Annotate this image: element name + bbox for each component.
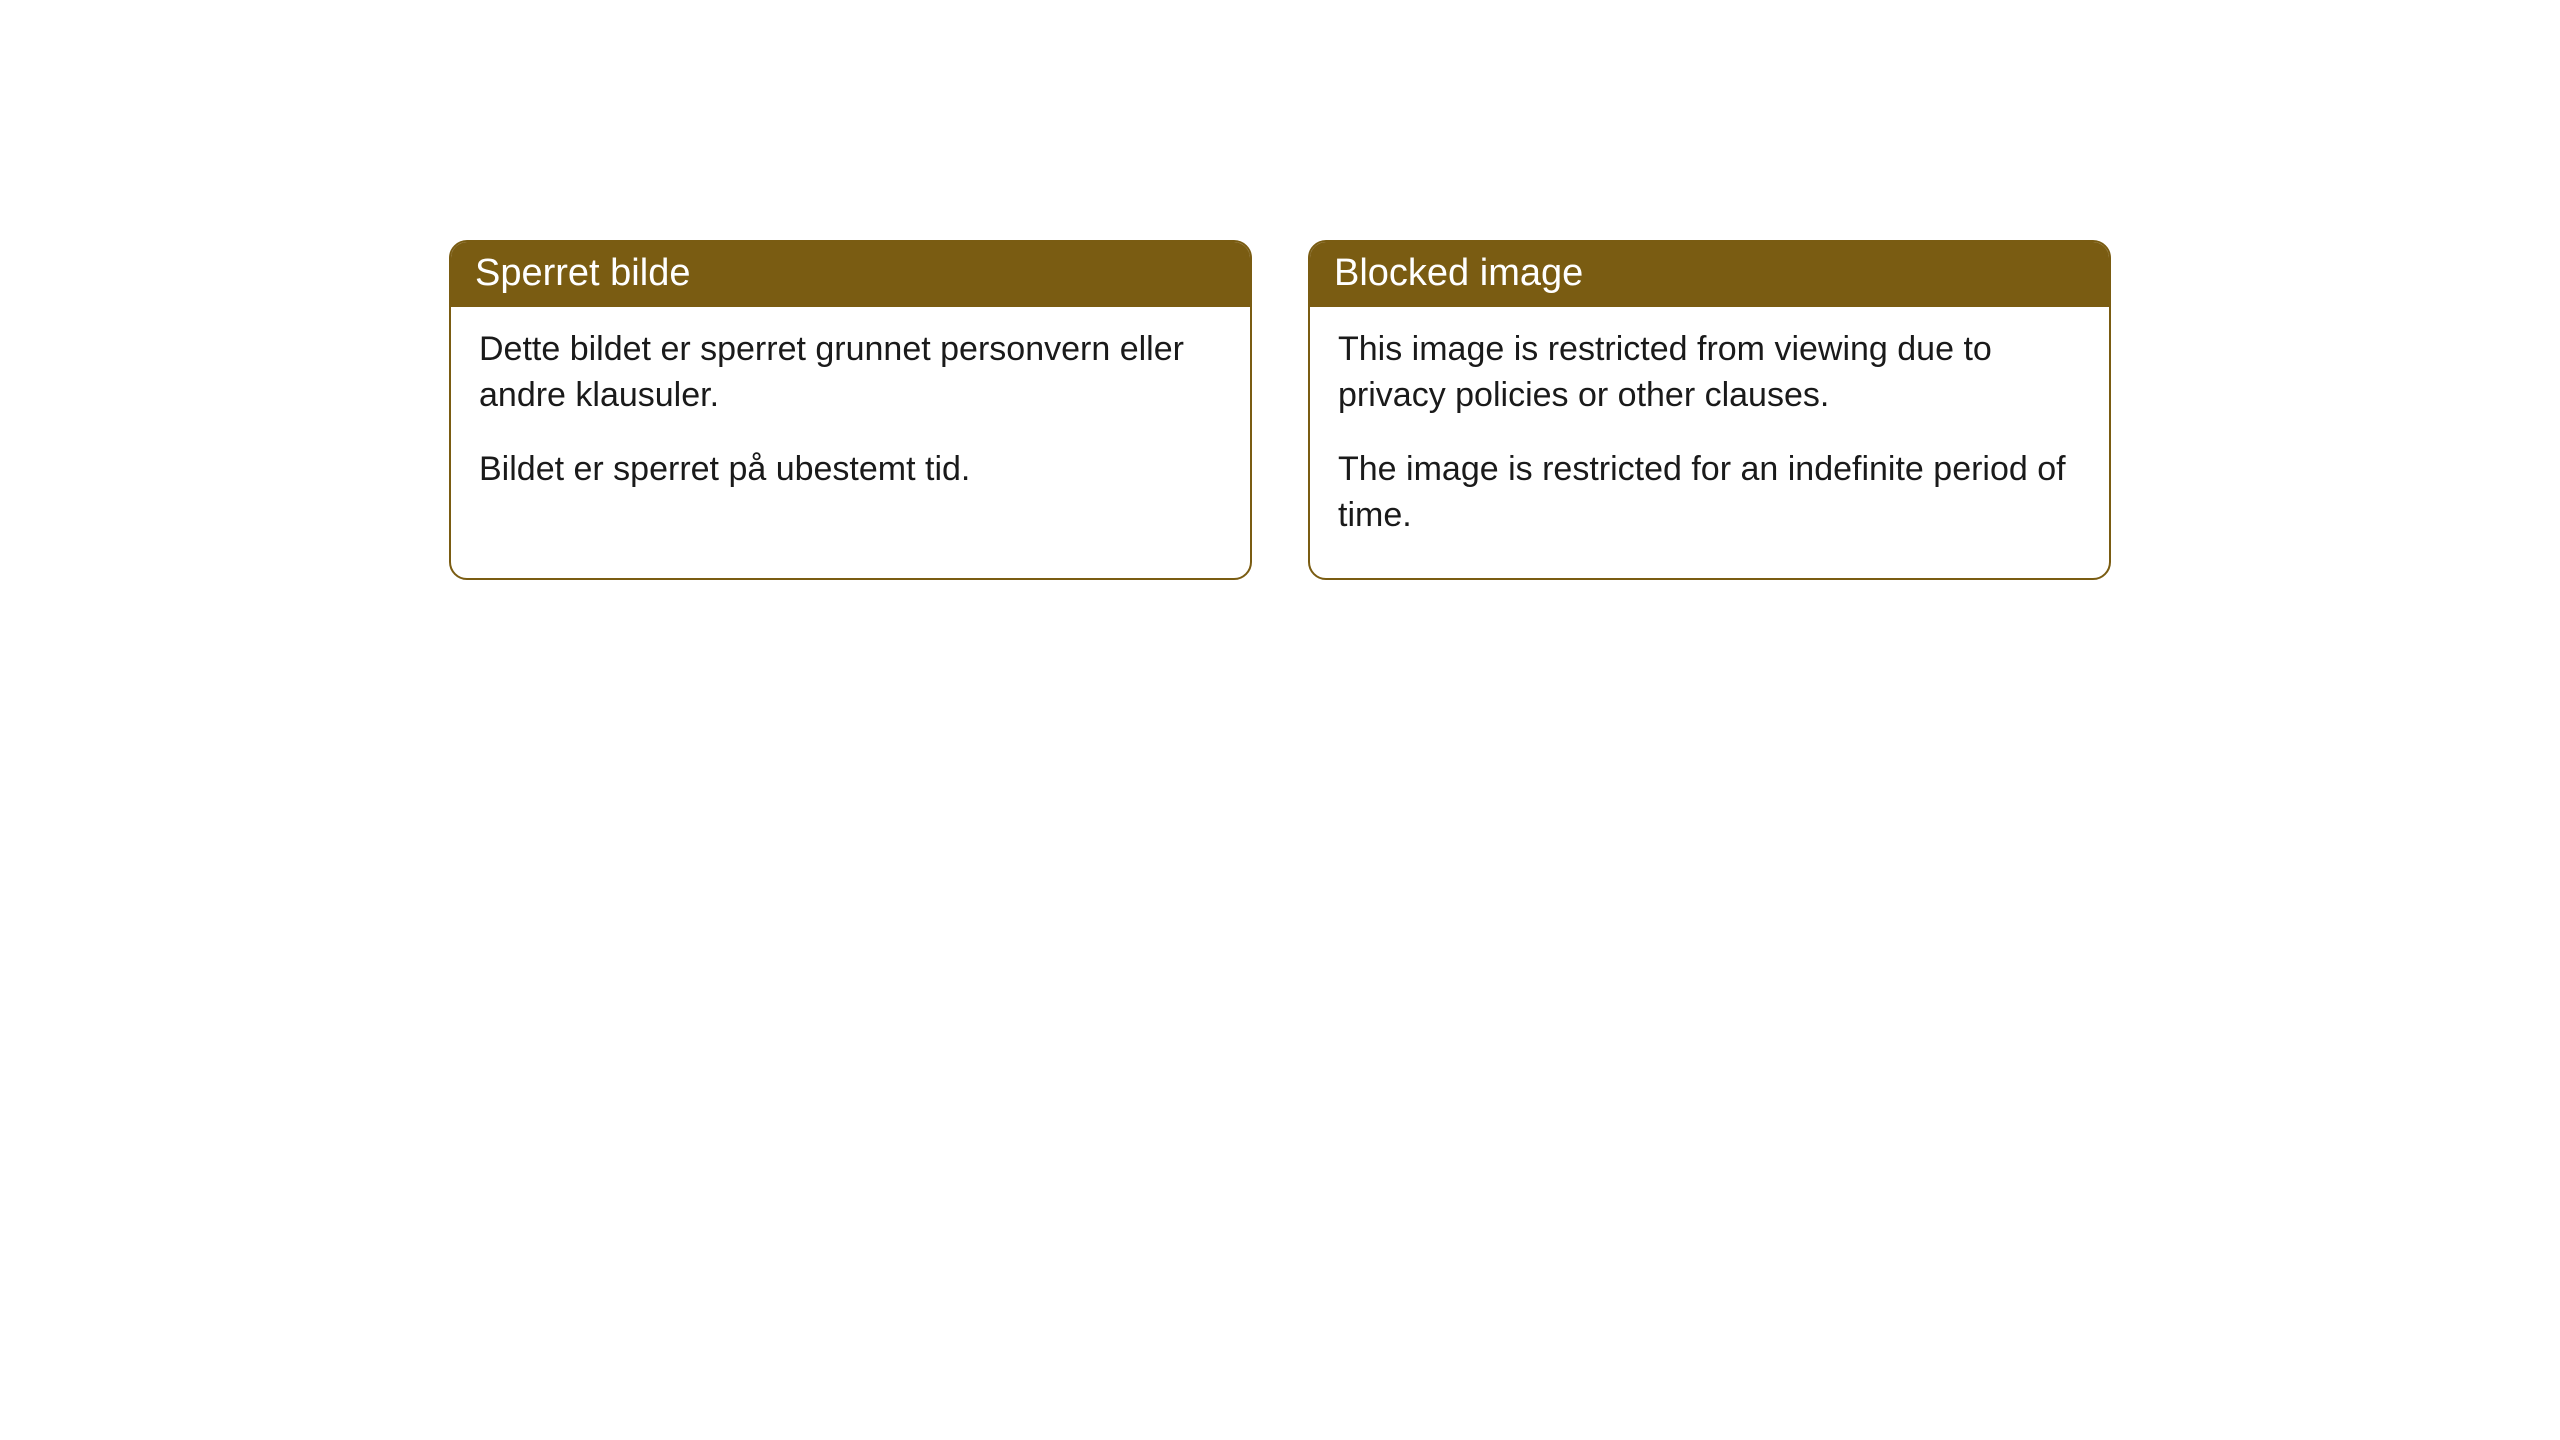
card-body-norwegian: Dette bildet er sperret grunnet personve… [451, 307, 1250, 529]
cards-container: Sperret bilde Dette bildet er sperret gr… [449, 240, 2111, 1440]
card-body-english: This image is restricted from viewing du… [1310, 307, 2109, 575]
card-header-english: Blocked image [1310, 242, 2109, 307]
card-title-english: Blocked image [1334, 252, 1583, 294]
card-header-norwegian: Sperret bilde [451, 242, 1250, 307]
notice-card-english: Blocked image This image is restricted f… [1308, 240, 2111, 580]
card-paragraph-2-english: The image is restricted for an indefinit… [1338, 447, 2081, 539]
card-title-norwegian: Sperret bilde [475, 252, 690, 294]
card-paragraph-1-norwegian: Dette bildet er sperret grunnet personve… [479, 327, 1222, 419]
card-paragraph-2-norwegian: Bildet er sperret på ubestemt tid. [479, 447, 1222, 493]
card-paragraph-1-english: This image is restricted from viewing du… [1338, 327, 2081, 419]
notice-card-norwegian: Sperret bilde Dette bildet er sperret gr… [449, 240, 1252, 580]
